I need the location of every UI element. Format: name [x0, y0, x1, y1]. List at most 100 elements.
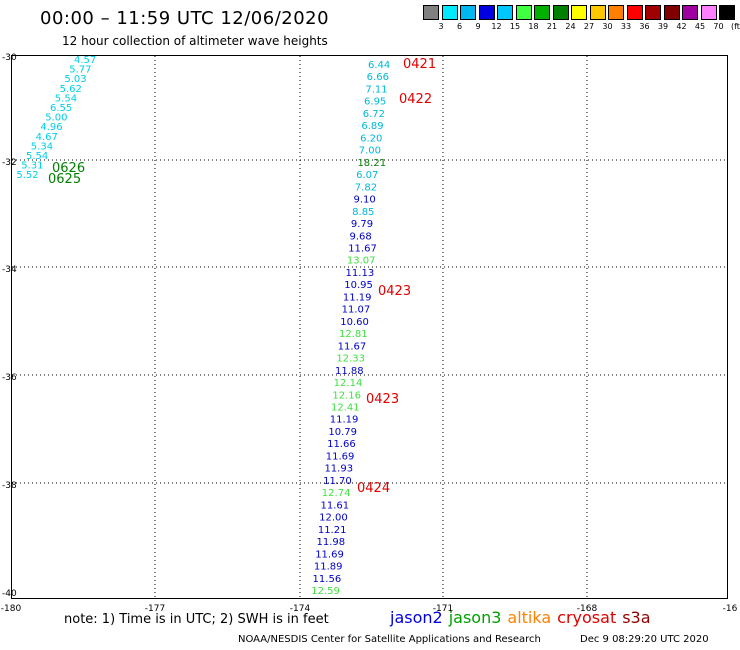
wave-height-label: 6.95: [364, 97, 386, 108]
wave-height-label: 6.20: [360, 133, 382, 144]
y-tick-label: -32: [2, 158, 17, 168]
pass-time-label: 0423: [378, 284, 411, 299]
y-tick-label: -30: [2, 53, 17, 63]
wave-height-label: 12.81: [339, 329, 368, 340]
wave-height-label: 12.00: [319, 513, 348, 524]
wave-height-label: 5.00: [45, 113, 67, 124]
wave-height-label: 11.19: [330, 415, 359, 426]
y-tick-label: -40: [2, 589, 17, 599]
wave-height-label: 5.03: [64, 74, 86, 85]
color-scale-label: 18: [528, 22, 539, 31]
color-swatch: [571, 5, 587, 20]
wave-height-label: 6.55: [50, 103, 72, 114]
color-swatch: [608, 5, 624, 20]
x-tick-label: -168: [576, 604, 598, 614]
pass-time-label: 0422: [399, 92, 432, 107]
wave-height-label: 10.60: [340, 317, 369, 328]
color-scale-label: 3: [438, 22, 444, 31]
color-swatch: [515, 5, 532, 20]
satellite-legend: jason2 jason3 altika cryosat s3a: [390, 608, 657, 627]
wave-height-label: 12.14: [334, 378, 363, 389]
color-scale-label: 15: [509, 22, 521, 31]
x-tick-label: -177: [144, 604, 166, 614]
color-scale-label: 45: [694, 22, 706, 31]
wave-height-label: 11.70: [323, 476, 352, 487]
wave-height-label: 9.79: [351, 219, 373, 230]
color-scale-label: 24: [565, 22, 576, 31]
pass-time-label: 0421: [403, 57, 436, 72]
x-tick-label: -16: [722, 604, 738, 614]
color-scale-label: 21: [546, 22, 558, 31]
map-plot-area: [11, 55, 728, 599]
legend-entry-s3a: s3a: [622, 608, 651, 627]
wave-height-label: 11.67: [348, 243, 377, 254]
wave-height-label: 5.34: [31, 141, 53, 152]
footer-note: note: 1) Time is in UTC; 2) SWH is in fe…: [64, 612, 329, 627]
wave-height-label: 6.07: [356, 170, 378, 181]
x-tick-label: -180: [0, 604, 22, 614]
y-tick-label: -38: [2, 481, 17, 491]
wave-height-label: 7.82: [355, 182, 377, 193]
wave-height-label: 10.79: [328, 427, 357, 438]
wave-height-label: 7.00: [359, 146, 381, 157]
x-tick-label: -174: [289, 604, 311, 614]
wave-height-label: 11.56: [313, 574, 342, 585]
wave-height-label: 18.21: [357, 158, 386, 169]
wave-height-label: 12.74: [322, 488, 351, 499]
color-swatch: [682, 5, 698, 20]
wave-height-label: 5.77: [69, 65, 91, 76]
color-scale-label: 70: [713, 22, 724, 31]
color-scale-label: 36: [639, 22, 650, 31]
wave-height-label: 9.10: [353, 195, 375, 206]
wave-height-label: 6.72: [363, 109, 385, 120]
color-scale-label: 42: [676, 22, 687, 31]
map-title: 00:00 – 11:59 UTC 12/06/2020: [40, 8, 330, 29]
color-swatch: [460, 5, 476, 20]
wave-height-label: 11.21: [318, 525, 347, 536]
wave-height-label: 11.19: [343, 292, 372, 303]
wave-height-label: 6.66: [367, 72, 389, 83]
pass-time-label: 0626: [52, 161, 85, 176]
wave-height-label: 8.85: [352, 207, 374, 218]
color-swatch: [478, 5, 495, 20]
wave-height-label: 11.67: [338, 341, 367, 352]
wave-height-label: 6.89: [361, 121, 383, 132]
wave-height-label: 11.07: [342, 305, 371, 316]
color-swatch: [497, 5, 513, 20]
wave-height-label: 6.44: [368, 60, 390, 71]
wave-height-label: 11.89: [314, 562, 343, 573]
color-swatch: [719, 5, 735, 20]
y-tick-label: -34: [2, 265, 17, 275]
wave-height-label: 4.96: [40, 122, 62, 133]
wave-height-label: 12.33: [336, 354, 365, 365]
wave-height-label: 5.54: [26, 151, 48, 162]
color-swatch: [423, 5, 439, 20]
generation-timestamp: Dec 9 08:29:20 UTC 2020: [580, 634, 709, 645]
y-tick-label: -36: [2, 373, 17, 383]
color-scale-label: 12: [491, 22, 502, 31]
color-scale-unit: (ft): [730, 22, 740, 31]
legend-entry-jason3: jason3: [448, 608, 502, 627]
wave-height-label: 7.11: [365, 84, 387, 95]
color-scale-label: 9: [475, 22, 481, 31]
wave-height-label: 11.13: [346, 268, 375, 279]
color-swatch: [534, 5, 550, 20]
wave-height-label: 12.41: [331, 403, 360, 414]
map-subtitle: 12 hour collection of altimeter wave hei…: [62, 34, 328, 48]
color-scale-label: 6: [456, 22, 463, 31]
wave-height-label: 11.61: [320, 500, 349, 511]
pass-time-label: 0625: [48, 172, 81, 187]
wave-height-label: 12.59: [311, 586, 340, 597]
wave-height-label: 5.62: [60, 84, 82, 95]
color-scale-label: 33: [620, 22, 632, 31]
color-scale-label: 39: [657, 22, 669, 31]
wave-height-label: 11.69: [326, 451, 355, 462]
wave-height-label: 4.57: [74, 55, 96, 66]
wave-height-label: 4.67: [36, 132, 58, 143]
wave-height-label: 11.66: [327, 439, 356, 450]
wave-height-label: 11.88: [335, 366, 364, 377]
color-swatch: [663, 5, 680, 20]
legend-entry-altika: altika: [507, 608, 552, 627]
color-swatch: [589, 5, 606, 20]
